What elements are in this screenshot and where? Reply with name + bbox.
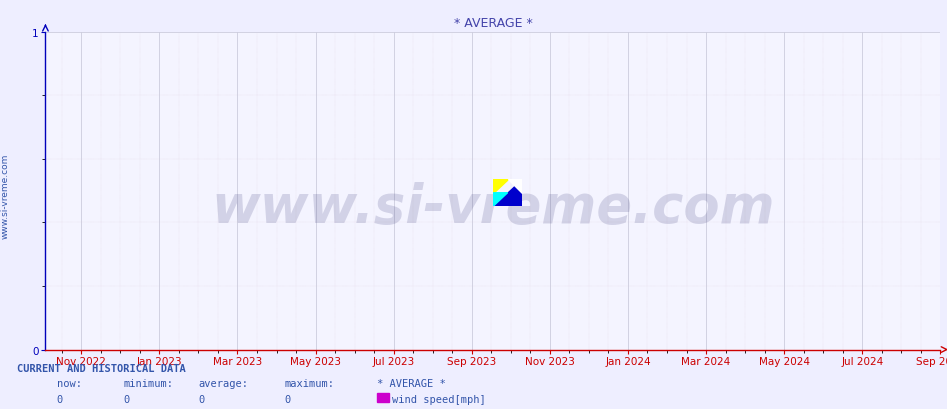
Text: 0: 0	[57, 393, 63, 404]
Text: CURRENT AND HISTORICAL DATA: CURRENT AND HISTORICAL DATA	[17, 363, 186, 373]
Text: 0: 0	[199, 393, 205, 404]
Text: wind speed[mph]: wind speed[mph]	[392, 393, 486, 404]
Text: average:: average:	[199, 378, 249, 389]
Text: maximum:: maximum:	[284, 378, 334, 389]
Polygon shape	[508, 180, 522, 193]
Title: * AVERAGE *: * AVERAGE *	[454, 17, 532, 30]
Text: www.si-vreme.com: www.si-vreme.com	[211, 181, 775, 233]
Text: 0: 0	[123, 393, 130, 404]
Text: 0: 0	[284, 393, 291, 404]
Polygon shape	[493, 193, 508, 207]
Text: minimum:: minimum:	[123, 378, 173, 389]
Text: now:: now:	[57, 378, 81, 389]
Text: www.si-vreme.com: www.si-vreme.com	[0, 154, 9, 239]
Polygon shape	[493, 180, 508, 193]
Text: * AVERAGE *: * AVERAGE *	[377, 378, 446, 389]
Polygon shape	[493, 180, 522, 207]
